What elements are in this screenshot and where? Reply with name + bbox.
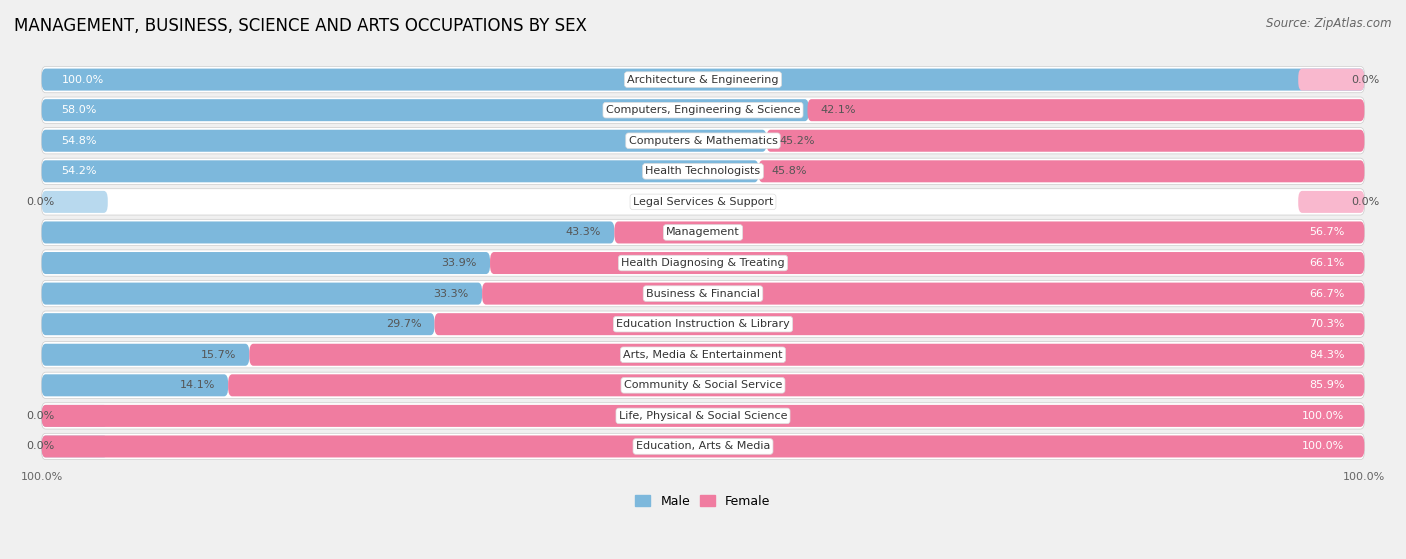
- Text: 45.2%: 45.2%: [780, 136, 815, 146]
- Text: Architecture & Engineering: Architecture & Engineering: [627, 74, 779, 84]
- FancyBboxPatch shape: [42, 67, 1364, 93]
- FancyBboxPatch shape: [42, 158, 1364, 184]
- Text: Life, Physical & Social Science: Life, Physical & Social Science: [619, 411, 787, 421]
- FancyBboxPatch shape: [42, 99, 808, 121]
- FancyBboxPatch shape: [42, 375, 228, 396]
- Text: 85.9%: 85.9%: [1309, 380, 1344, 390]
- FancyBboxPatch shape: [42, 250, 1364, 276]
- Text: 70.3%: 70.3%: [1309, 319, 1344, 329]
- FancyBboxPatch shape: [42, 160, 759, 182]
- Text: Education, Arts & Media: Education, Arts & Media: [636, 442, 770, 452]
- Text: Legal Services & Support: Legal Services & Support: [633, 197, 773, 207]
- FancyBboxPatch shape: [42, 311, 1364, 337]
- FancyBboxPatch shape: [42, 252, 491, 274]
- FancyBboxPatch shape: [42, 344, 249, 366]
- FancyBboxPatch shape: [42, 405, 1364, 427]
- Text: 54.8%: 54.8%: [62, 136, 97, 146]
- Text: Computers, Engineering & Science: Computers, Engineering & Science: [606, 105, 800, 115]
- Text: 0.0%: 0.0%: [27, 442, 55, 452]
- FancyBboxPatch shape: [434, 313, 1364, 335]
- Text: MANAGEMENT, BUSINESS, SCIENCE AND ARTS OCCUPATIONS BY SEX: MANAGEMENT, BUSINESS, SCIENCE AND ARTS O…: [14, 17, 586, 35]
- FancyBboxPatch shape: [42, 189, 1364, 215]
- Text: Computers & Mathematics: Computers & Mathematics: [628, 136, 778, 146]
- Text: 14.1%: 14.1%: [180, 380, 215, 390]
- FancyBboxPatch shape: [766, 130, 1364, 151]
- Text: 58.0%: 58.0%: [62, 105, 97, 115]
- FancyBboxPatch shape: [807, 99, 1364, 121]
- Text: Education Instruction & Library: Education Instruction & Library: [616, 319, 790, 329]
- Text: 33.9%: 33.9%: [441, 258, 477, 268]
- Text: 42.1%: 42.1%: [821, 105, 856, 115]
- FancyBboxPatch shape: [42, 191, 108, 213]
- FancyBboxPatch shape: [42, 97, 1364, 124]
- FancyBboxPatch shape: [614, 221, 1364, 244]
- FancyBboxPatch shape: [42, 281, 1364, 307]
- FancyBboxPatch shape: [42, 402, 1364, 429]
- Text: 100.0%: 100.0%: [62, 74, 104, 84]
- FancyBboxPatch shape: [42, 313, 434, 335]
- Text: Source: ZipAtlas.com: Source: ZipAtlas.com: [1267, 17, 1392, 30]
- FancyBboxPatch shape: [491, 252, 1364, 274]
- Text: 66.7%: 66.7%: [1309, 288, 1344, 299]
- Text: Arts, Media & Entertainment: Arts, Media & Entertainment: [623, 350, 783, 360]
- Text: 33.3%: 33.3%: [433, 288, 468, 299]
- FancyBboxPatch shape: [482, 283, 1364, 305]
- Text: 45.8%: 45.8%: [772, 167, 807, 176]
- FancyBboxPatch shape: [42, 69, 1364, 91]
- FancyBboxPatch shape: [42, 435, 108, 457]
- Text: 29.7%: 29.7%: [385, 319, 422, 329]
- FancyBboxPatch shape: [42, 130, 766, 151]
- FancyBboxPatch shape: [249, 344, 1364, 366]
- Text: Health Technologists: Health Technologists: [645, 167, 761, 176]
- FancyBboxPatch shape: [228, 375, 1364, 396]
- FancyBboxPatch shape: [42, 342, 1364, 368]
- Text: 0.0%: 0.0%: [27, 197, 55, 207]
- Text: 54.2%: 54.2%: [62, 167, 97, 176]
- Text: Health Diagnosing & Treating: Health Diagnosing & Treating: [621, 258, 785, 268]
- Legend: Male, Female: Male, Female: [630, 490, 776, 513]
- FancyBboxPatch shape: [759, 160, 1364, 182]
- FancyBboxPatch shape: [42, 405, 108, 427]
- FancyBboxPatch shape: [42, 221, 614, 244]
- Text: 0.0%: 0.0%: [27, 411, 55, 421]
- FancyBboxPatch shape: [42, 127, 1364, 154]
- Text: 84.3%: 84.3%: [1309, 350, 1344, 360]
- Text: Community & Social Service: Community & Social Service: [624, 380, 782, 390]
- FancyBboxPatch shape: [1298, 69, 1364, 91]
- Text: Business & Financial: Business & Financial: [645, 288, 761, 299]
- FancyBboxPatch shape: [42, 219, 1364, 245]
- Text: 100.0%: 100.0%: [1302, 411, 1344, 421]
- FancyBboxPatch shape: [42, 372, 1364, 399]
- FancyBboxPatch shape: [1298, 191, 1364, 213]
- Text: 100.0%: 100.0%: [1302, 442, 1344, 452]
- Text: 66.1%: 66.1%: [1309, 258, 1344, 268]
- Text: Management: Management: [666, 228, 740, 238]
- FancyBboxPatch shape: [42, 283, 482, 305]
- Text: 0.0%: 0.0%: [1351, 197, 1379, 207]
- Text: 15.7%: 15.7%: [201, 350, 236, 360]
- FancyBboxPatch shape: [42, 435, 1364, 457]
- Text: 0.0%: 0.0%: [1351, 74, 1379, 84]
- Text: 56.7%: 56.7%: [1309, 228, 1344, 238]
- FancyBboxPatch shape: [42, 433, 1364, 459]
- Text: 43.3%: 43.3%: [565, 228, 602, 238]
